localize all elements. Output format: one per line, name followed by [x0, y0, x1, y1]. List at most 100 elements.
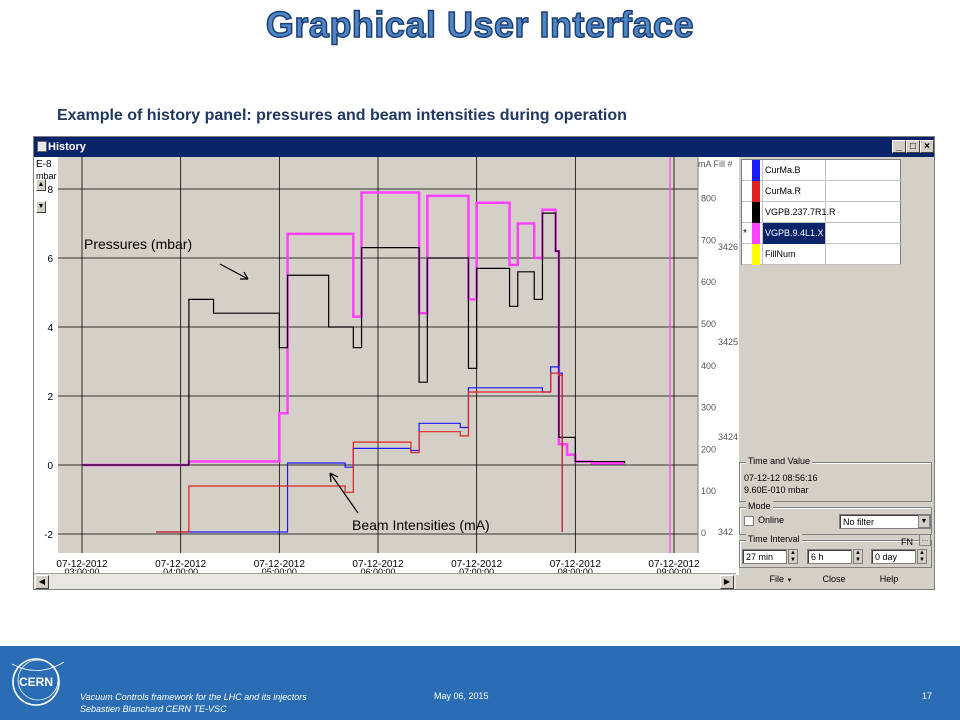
horizontal-scrollbar[interactable]: ◀ ▶ [34, 573, 736, 589]
left-axis-tick: -2 [44, 530, 53, 541]
ma-axis-tick: 700 [701, 235, 716, 245]
left-axis-tick: 2 [47, 392, 53, 403]
ma-axis-tick: 800 [701, 194, 716, 204]
legend-label: CurMa.R [762, 181, 826, 202]
time-tick-date: 07-12-2012 [254, 559, 306, 570]
time-tick-date: 07-12-2012 [648, 559, 700, 570]
ma-axis-tick: 200 [701, 444, 716, 454]
days-field[interactable]: 0 day [871, 549, 916, 564]
online-checkbox[interactable] [744, 516, 754, 526]
filter-select[interactable]: No filter ▼ [839, 514, 931, 529]
cern-logo-text: CERN [19, 675, 53, 689]
series-line-curma-r [156, 372, 563, 533]
series-line-curma-b [156, 366, 563, 533]
legend-label: VGPB.9.4L1.X [762, 223, 826, 244]
time-tick-time: 03:00:00 [64, 567, 99, 575]
group-title: Mode [746, 501, 773, 511]
filter-value: No filter [843, 517, 875, 527]
minimize-button[interactable]: _ [892, 140, 906, 153]
left-axis-tick: 0 [47, 461, 53, 472]
time-readout: 07-12-12 08:56:16 [744, 473, 818, 483]
legend-swatch [752, 181, 760, 202]
maximize-button[interactable]: □ [906, 140, 920, 153]
file-menu-button[interactable]: File ▼ [761, 571, 801, 589]
legend-row[interactable]: FillNum [742, 244, 902, 265]
annotation-arrow [329, 472, 359, 514]
cern-logo: CERN [11, 658, 65, 706]
legend-swatch [752, 223, 760, 244]
ma-axis-tick: 400 [701, 361, 716, 371]
time-tick-time: 08:00:00 [558, 567, 593, 575]
fn-label: FN [901, 537, 913, 547]
legend-swatch [752, 244, 760, 265]
scroll-down-arrow[interactable]: ▼ [36, 201, 46, 213]
time-interval-group: Time Interval FN … 27 min ▲ ▼ 6 h ▲ ▼ 0 da… [739, 534, 932, 568]
time-tick-time: 06:00:00 [360, 567, 395, 575]
window-titlebar[interactable]: History [34, 137, 934, 157]
legend-label: FillNum [762, 244, 826, 265]
page-number: 17 [922, 691, 933, 701]
history-window: History _ □ × 07-12-2012 07-12-2012 07-12-… [33, 136, 935, 590]
time-tick-date: 07-12-2012 [56, 559, 108, 570]
annotation-arrow [219, 263, 249, 280]
legend-row[interactable]: CurMa.B [742, 160, 902, 181]
fill-axis-tick: 342 [718, 527, 733, 537]
legend-row-selected[interactable]: * VGPB.9.4L1.X [742, 223, 902, 244]
ma-axis-tick: 0 [701, 528, 706, 538]
annotation-beam: Beam Intensities (mA) [352, 517, 490, 533]
footer-line-1: Vacuum Controls framework for the LHC an… [80, 692, 307, 702]
slide-footer [0, 646, 960, 720]
window-app-icon [37, 141, 47, 152]
legend-label: VGPB.237.7R1.R [762, 202, 836, 223]
legend-marker: * [743, 228, 747, 239]
series-line-vgpb-9-4l1-x [82, 191, 625, 467]
footer-credits: Vacuum Controls framework for the LHC an… [80, 691, 307, 715]
left-axis-unit: E-8 [36, 159, 52, 170]
fill-axis-tick: 3424 [718, 432, 738, 442]
right-axis-header: mA Fill # [698, 159, 733, 169]
minutes-field[interactable]: 27 min [742, 549, 787, 564]
fill-axis-tick: 3425 [718, 337, 738, 347]
scroll-left-arrow[interactable]: ◀ [35, 575, 49, 589]
time-tick-time: 05:00:00 [262, 567, 297, 575]
legend-swatch [752, 160, 760, 181]
left-axis-unit: mbar [36, 171, 57, 181]
scroll-right-arrow[interactable]: ▶ [720, 575, 734, 589]
ma-axis-tick: 600 [701, 277, 716, 287]
chevron-down-icon[interactable]: ▼ [918, 515, 930, 528]
legend-row[interactable]: CurMa.R [742, 181, 902, 202]
history-chart[interactable]: 07-12-2012 07-12-2012 07-12-2012 07-12-2012… [34, 157, 739, 577]
close-button[interactable]: Close [822, 574, 846, 584]
window-title: History [48, 141, 86, 153]
left-axis-tick: 6 [47, 254, 53, 265]
time-value-group: Time and Value 07-12-12 08:56:16 9.60E-0… [739, 456, 932, 502]
time-tick-time: 07:00:00 [459, 567, 494, 575]
help-button[interactable]: Help [879, 574, 899, 584]
series-legend[interactable]: CurMa.B CurMa.R VGPB.237.7R1.R * VGPB.9.… [741, 159, 902, 265]
minutes-spinner[interactable]: ▲ ▼ [788, 549, 798, 564]
ma-axis-tick: 100 [701, 486, 716, 496]
time-tick-date: 07-12-2012 [550, 559, 602, 570]
legend-row[interactable]: VGPB.237.7R1.R [742, 202, 902, 223]
slide-title: Graphical User Interface [265, 3, 695, 46]
slide-subtitle: Example of history panel: pressures and … [57, 107, 627, 124]
time-tick-date: 07-12-2012 [352, 559, 404, 570]
ma-axis-tick: 500 [701, 319, 716, 329]
annotation-pressures: Pressures (mbar) [84, 236, 192, 252]
group-title: Time Interval [746, 534, 802, 544]
online-label: Online [758, 515, 785, 525]
hours-spinner[interactable]: ▲ ▼ [853, 549, 863, 564]
hours-field[interactable]: 6 h [807, 549, 852, 564]
scroll-up-arrow[interactable]: ▲ [36, 179, 46, 191]
legend-label: CurMa.B [762, 160, 826, 181]
left-axis-tick: 8 [47, 185, 53, 196]
days-spinner[interactable]: ▲ ▼ [917, 549, 927, 564]
fn-button[interactable]: … [919, 534, 931, 546]
fill-axis-tick: 3426 [718, 242, 738, 252]
close-window-button[interactable]: × [920, 140, 934, 153]
group-title: Time and Value [746, 456, 813, 466]
time-tick-date: 07-12-2012 [451, 559, 503, 570]
history-plot[interactable]: 07-12-2012 07-12-2012 07-12-2012 07-12-2012… [34, 157, 739, 577]
value-readout: 9.60E-010 mbar [744, 485, 809, 495]
footer-line-2: Sebastien Blanchard CERN TE-VSC [80, 704, 227, 714]
